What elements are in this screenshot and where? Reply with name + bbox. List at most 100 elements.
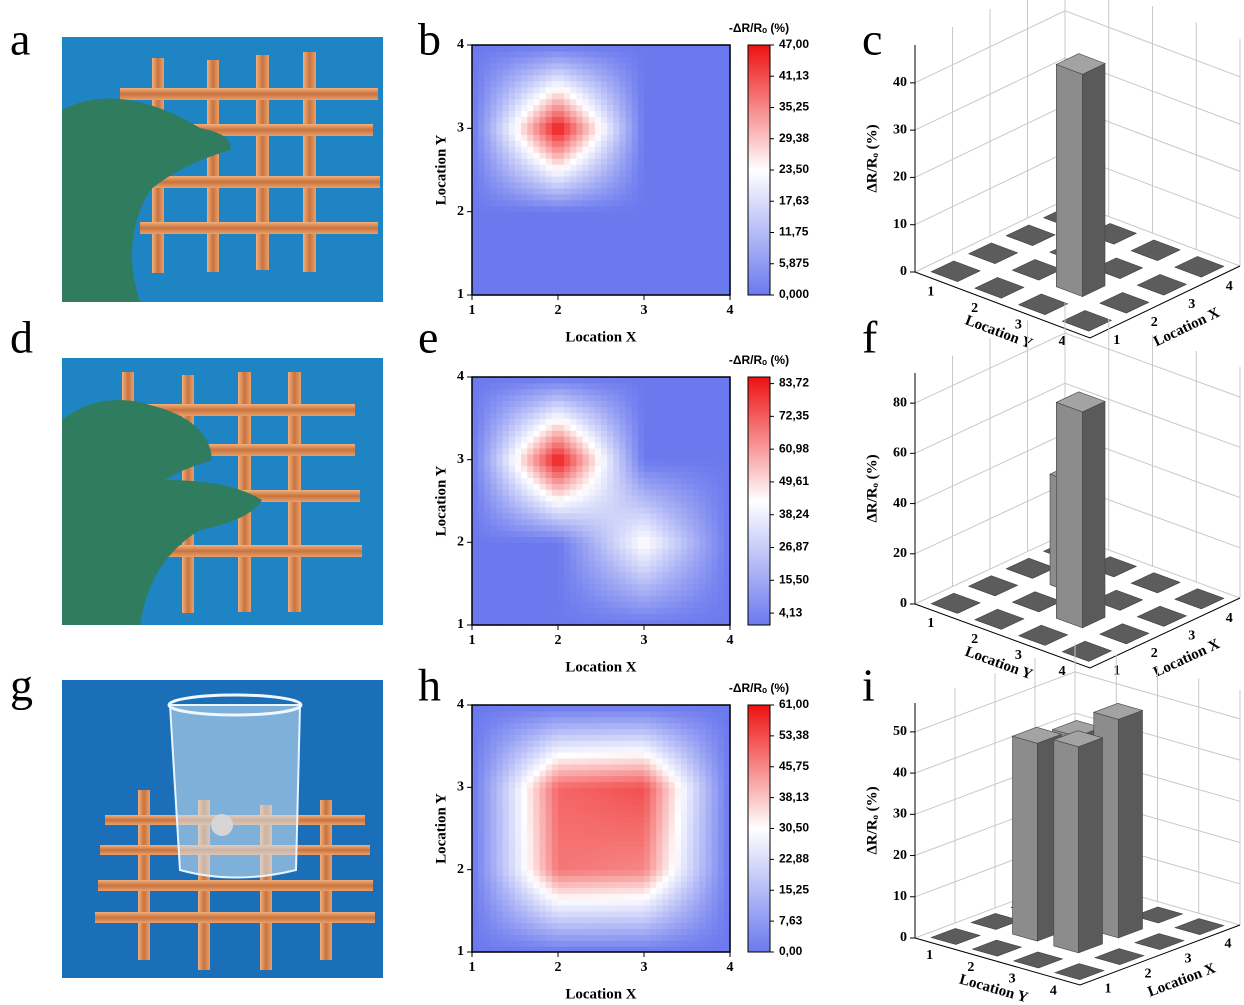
heatmap-cell	[656, 507, 663, 514]
heatmap-cell	[521, 501, 528, 508]
heatmap-cell	[650, 483, 657, 490]
heatmap-cell	[564, 899, 571, 905]
heatmap-cell	[472, 134, 479, 141]
heatmap-cell	[570, 110, 577, 117]
heatmap-cell	[595, 928, 602, 934]
heatmap-cell	[595, 911, 602, 917]
heatmap-cell	[509, 424, 516, 431]
heatmap-cell	[552, 893, 559, 899]
heatmap-cell	[490, 253, 497, 260]
heatmap-cell	[497, 87, 504, 94]
heatmap-cell	[626, 182, 633, 189]
heatmap-cell	[638, 613, 645, 620]
heatmap-cell	[675, 578, 682, 585]
bar-top-face	[1100, 624, 1149, 644]
heatmap-cell	[644, 430, 651, 437]
heatmap-cell	[558, 483, 565, 490]
heatmap-cell	[509, 923, 516, 929]
heatmap-cell	[662, 566, 669, 573]
heatmap-cell	[613, 430, 620, 437]
heatmap-cell	[527, 590, 534, 597]
heatmap-cell	[570, 566, 577, 573]
heatmap-cell	[564, 51, 571, 58]
heatmap-cell	[540, 182, 547, 189]
heatmap-cell	[607, 377, 614, 384]
heatmap-cell	[552, 418, 559, 425]
heatmap-cell	[699, 75, 706, 82]
heatmap-cell	[699, 206, 706, 213]
heatmap-cell	[564, 811, 571, 817]
heatmap-cell	[570, 934, 577, 940]
heatmap-cell	[650, 613, 657, 620]
heatmap-cell	[583, 128, 590, 135]
heatmap-cell	[675, 230, 682, 237]
heatmap-cell	[595, 864, 602, 870]
heatmap-cell	[484, 519, 491, 526]
heatmap-cell	[540, 495, 547, 502]
heatmap-cell	[595, 525, 602, 532]
heatmap-cell	[595, 395, 602, 402]
heatmap-cell	[644, 483, 651, 490]
heatmap-cell	[669, 110, 676, 117]
heatmap-cell	[644, 134, 651, 141]
heatmap-cell	[619, 122, 626, 129]
heatmap-cell	[546, 613, 553, 620]
heatmap-cell	[626, 501, 633, 508]
heatmap-cell	[595, 823, 602, 829]
heatmap-cell	[705, 823, 712, 829]
heatmap-cell	[478, 870, 485, 876]
heatmap-cell	[681, 69, 688, 76]
heatmap-cell	[693, 182, 700, 189]
heatmap-cell	[552, 383, 559, 390]
heatmap-cell	[546, 146, 553, 153]
heatmap-cell	[540, 536, 547, 543]
heatmap-cell	[638, 454, 645, 461]
heatmap-cell	[490, 116, 497, 123]
heatmap-cell	[632, 194, 639, 201]
z-tick-label: 0	[900, 596, 907, 611]
heatmap-cell	[662, 554, 669, 561]
heatmap-cell	[669, 230, 676, 237]
heatmap-cell	[589, 566, 596, 573]
heatmap-cell	[527, 93, 534, 100]
heatmap-cell	[681, 424, 688, 431]
heatmap-cell	[693, 811, 700, 817]
heatmap-cell	[699, 182, 706, 189]
heatmap-cell	[546, 477, 553, 484]
heatmap-cell	[490, 560, 497, 567]
heatmap-cell	[503, 905, 510, 911]
heatmap: 12341234Location XLocation Yh61,0053,384…	[418, 660, 809, 1003]
heatmap-cell	[595, 265, 602, 272]
heatmap-cell	[718, 146, 725, 153]
heatmap-cell	[478, 401, 485, 408]
heatmap-cell	[589, 134, 596, 141]
heatmap-cell	[570, 105, 577, 112]
heatmap-cell	[632, 864, 639, 870]
heatmap-cell	[699, 858, 706, 864]
heatmap-cell	[699, 793, 706, 799]
heatmap-cell	[644, 923, 651, 929]
heatmap-cell	[484, 607, 491, 614]
heatmap-cell	[552, 377, 559, 384]
heatmap-cell	[650, 601, 657, 608]
heatmap-cell	[515, 507, 522, 514]
heatmap-cell	[607, 188, 614, 195]
heatmap-cell	[681, 277, 688, 284]
heatmap-cell	[533, 536, 540, 543]
heatmap-cell	[515, 829, 522, 835]
heatmap-cell	[533, 466, 540, 473]
heatmap-cell	[699, 471, 706, 478]
heatmap-cell	[638, 75, 645, 82]
heatmap-cell	[718, 170, 725, 177]
heatmap-cell	[533, 607, 540, 614]
heatmap-cell	[712, 548, 719, 555]
bar-top-face	[1131, 573, 1180, 593]
heatmap-cell	[564, 277, 571, 284]
heatmap-cell	[601, 483, 608, 490]
heatmap-cell	[570, 140, 577, 147]
heatmap-cell	[687, 407, 694, 414]
heatmap-cell	[540, 128, 547, 135]
heatmap-cell	[607, 81, 614, 88]
heatmap-cell	[472, 401, 479, 408]
heatmap-cell	[484, 513, 491, 520]
